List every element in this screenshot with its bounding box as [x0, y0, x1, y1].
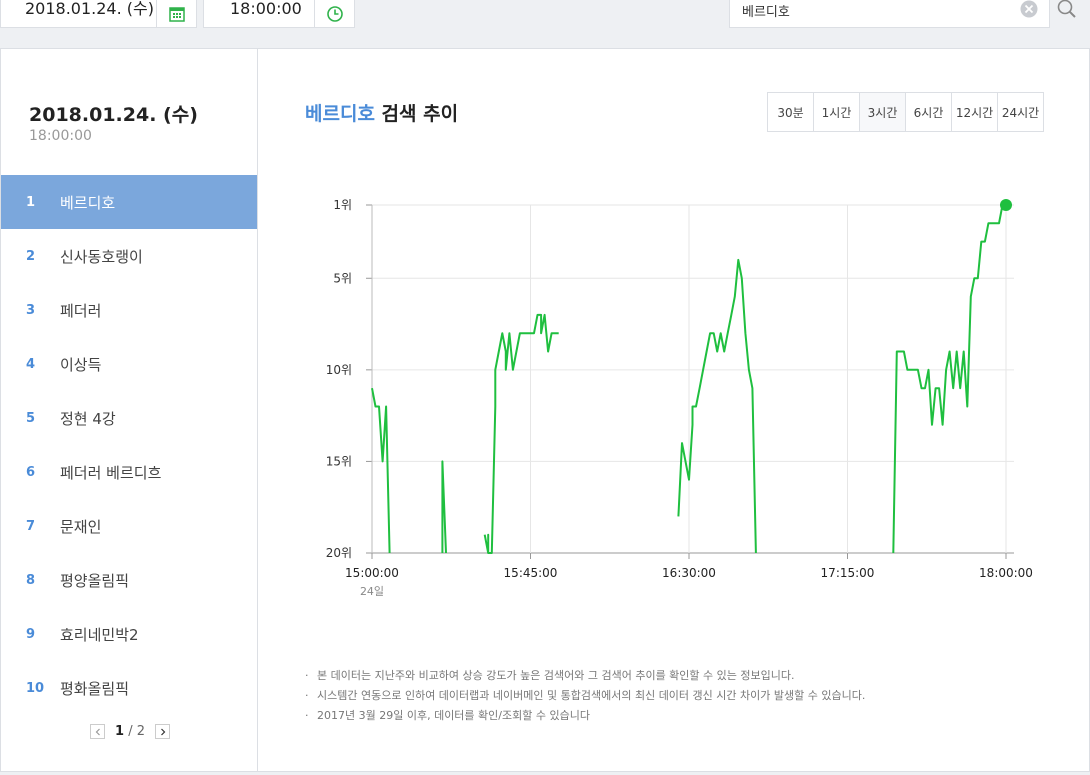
total-pages: 2 [136, 724, 145, 739]
clear-icon[interactable] [1019, 0, 1039, 18]
range-button[interactable]: 24시간 [997, 93, 1043, 131]
x-tick-label: 15:45:00 [504, 566, 558, 580]
ranking-item[interactable]: 8 평양올림픽 [1, 553, 258, 607]
top-bar: 2018.01.24. (수) 18:00:00 [0, 0, 1090, 48]
rank-number: 3 [26, 302, 36, 318]
range-button[interactable]: 6시간 [905, 93, 951, 131]
x-tick-label: 18:00:00 [979, 566, 1033, 580]
current-page: 1 [115, 724, 125, 739]
rank-keyword: 문재인 [60, 517, 102, 536]
chart-title: 베르디호 검색 추이 [305, 99, 458, 126]
note-item: 2017년 3월 29일 이후, 데이터를 확인/조회할 수 있습니다 [305, 707, 865, 727]
y-tick-label: 20위 [326, 546, 352, 560]
ranking-item[interactable]: 10 평화올림픽 [1, 661, 258, 715]
rank-keyword: 이상득 [60, 355, 102, 374]
ranking-item[interactable]: 7 문재인 [1, 499, 258, 553]
trend-chart: 1위 5위 10위 15위 20위 15:00:00 15:45:00 16:30:00 17:… [326, 198, 1033, 598]
range-button[interactable]: 30분 [768, 93, 813, 131]
ranking-item[interactable]: 3 페더러 [1, 283, 258, 337]
date-picker[interactable]: 2018.01.24. (수) [0, 0, 197, 28]
rank-number: 10 [26, 680, 45, 696]
range-button[interactable]: 3시간 [859, 93, 905, 131]
x-tick-label: 17:15:00 [821, 566, 875, 580]
page-separator: / [128, 724, 133, 739]
clock-icon[interactable] [314, 0, 354, 27]
rank-keyword: 베르디호 [60, 193, 116, 212]
y-tick-label: 1위 [333, 198, 352, 212]
time-picker[interactable]: 18:00:00 [203, 0, 355, 28]
date-value[interactable]: 2018.01.24. (수) [25, 0, 154, 18]
rank-keyword: 페더러 베르디흐 [60, 463, 162, 482]
search-input[interactable] [742, 0, 1012, 20]
end-point-marker [1000, 199, 1012, 211]
rank-number: 7 [26, 518, 36, 534]
next-page-button[interactable] [155, 724, 170, 739]
rank-keyword: 평양올림픽 [60, 571, 130, 590]
rank-number: 2 [26, 248, 36, 264]
range-button[interactable]: 1시간 [813, 93, 859, 131]
y-tick-label: 5위 [333, 271, 352, 285]
ranking-item[interactable]: 5 정현 4강 [1, 391, 258, 445]
note-item: 본 데이터는 지난주와 비교하여 상승 강도가 높은 검색어와 그 검색어 추이… [305, 667, 865, 687]
ranking-sidebar: 2018.01.24. (수) 18:00:00 1 베르디호 2 신사동호랭이 3 페더… [0, 48, 266, 772]
rank-keyword: 신사동호랭이 [60, 247, 143, 266]
ranking-item[interactable]: 6 페더러 베르디흐 [1, 445, 258, 499]
content-panel: 2018.01.24. (수) 18:00:00 1 베르디호 2 신사동호랭이 3 페더… [0, 48, 1090, 772]
x-tick-label: 15:00:00 [345, 566, 399, 580]
rank-number: 6 [26, 464, 36, 480]
rank-number: 4 [26, 356, 36, 372]
ranking-item[interactable]: 9 효리네민박2 [1, 607, 258, 661]
trend-line [371, 204, 1006, 554]
ranking-list: 1 베르디호 2 신사동호랭이 3 페더러 4 이상득 5 정현 4강 6 페더러 베르디흐 7 문재인 8… [1, 175, 266, 715]
y-tick-label: 10위 [326, 363, 352, 377]
search-box[interactable] [729, 0, 1050, 28]
calendar-icon[interactable] [156, 0, 196, 27]
trend-panel: 베르디호 검색 추이 30분 1시간 3시간 6시간 12시간 24시간 1위 5위 10위 1… [257, 48, 1090, 772]
y-tick-label: 15위 [326, 454, 352, 468]
rank-keyword: 페더러 [60, 301, 102, 320]
search-icon[interactable] [1056, 0, 1078, 20]
rank-number: 8 [26, 572, 36, 588]
rank-number: 5 [26, 410, 36, 426]
range-button[interactable]: 12시간 [951, 93, 997, 131]
bottom-strip [0, 772, 1090, 775]
rank-keyword: 효리네민박2 [60, 625, 139, 644]
ranking-item[interactable]: 1 베르디호 [1, 175, 266, 229]
sidebar-time: 18:00:00 [29, 128, 92, 144]
prev-page-button[interactable] [90, 724, 105, 739]
title-suffix: 검색 추이 [374, 103, 459, 125]
x-tick-label: 16:30:00 [662, 566, 716, 580]
ranking-item[interactable]: 2 신사동호랭이 [1, 229, 258, 283]
time-range-selector: 30분 1시간 3시간 6시간 12시간 24시간 [767, 92, 1044, 132]
rank-number: 9 [26, 626, 36, 642]
title-keyword: 베르디호 [305, 103, 375, 125]
note-item: 시스템간 연동으로 인하여 데이터랩과 네이버메인 및 통합검색에서의 최신 데… [305, 687, 865, 707]
pagination: 1 / 2 [90, 724, 170, 739]
sidebar-date: 2018.01.24. (수) [29, 104, 198, 126]
rank-keyword: 평화올림픽 [60, 679, 130, 698]
time-value[interactable]: 18:00:00 [230, 0, 302, 18]
ranking-item[interactable]: 4 이상득 [1, 337, 258, 391]
rank-keyword: 정현 4강 [60, 409, 116, 428]
rank-number: 1 [26, 194, 36, 210]
notes-list: 본 데이터는 지난주와 비교하여 상승 강도가 높은 검색어와 그 검색어 추이… [305, 667, 865, 727]
x-sub-label: 24일 [360, 584, 384, 598]
